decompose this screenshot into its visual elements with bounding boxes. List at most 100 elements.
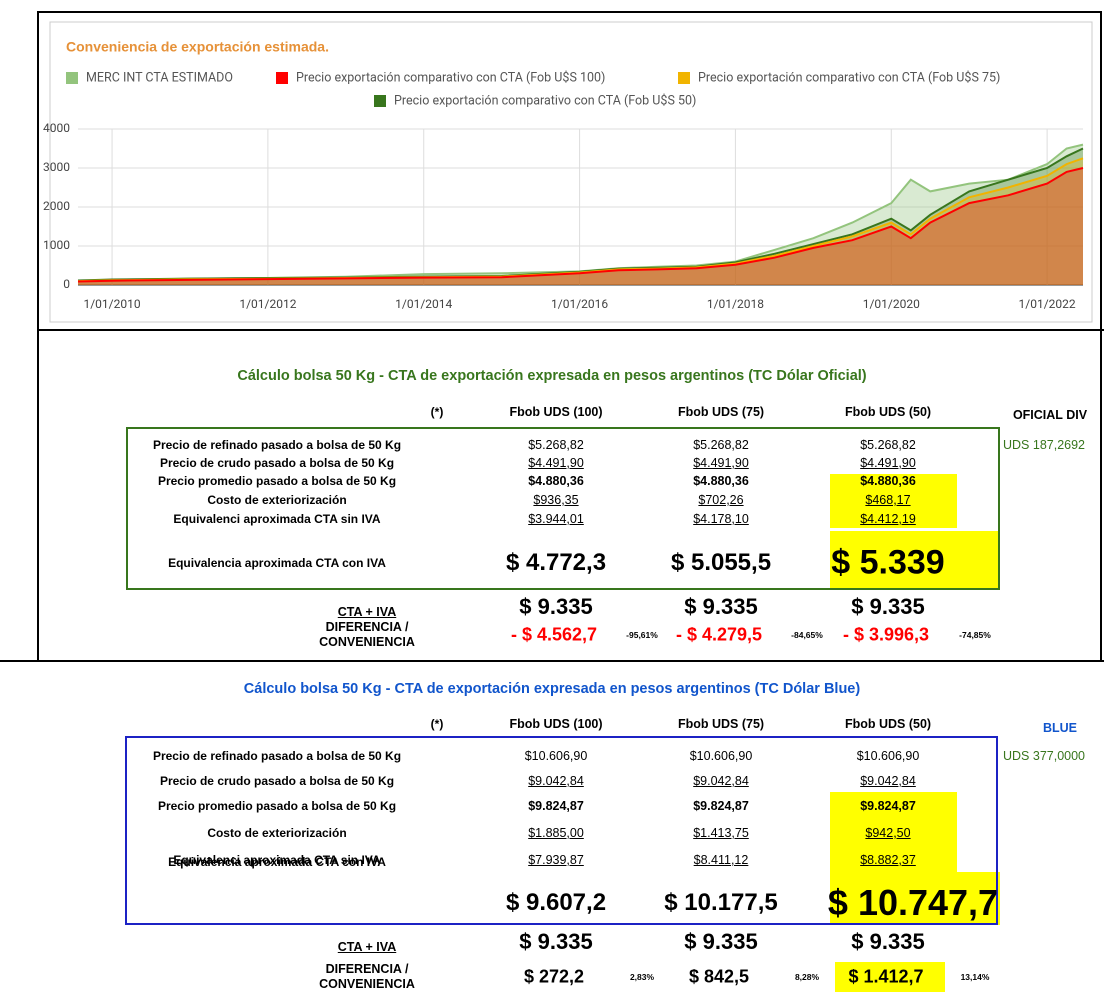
series-area (78, 158, 1083, 285)
row-label: Equivalencia aproximada CTA con IVA (168, 556, 386, 570)
iva-value: $ 9.607,2 (505, 889, 607, 916)
legend-swatch (276, 72, 288, 84)
highlight (830, 872, 1000, 925)
legend-label: MERC INT CTA ESTIMADO (86, 70, 233, 85)
iva-value: $ 4.772,3 (505, 549, 607, 576)
cell: $7.939,87 (528, 853, 584, 867)
row-label: Precio de crudo pasado a bolsa de 50 Kg (159, 774, 395, 788)
cell: $468,17 (865, 493, 911, 507)
iva-value: $ 10.177,5 (664, 889, 778, 916)
section-title: Cálculo bolsa 50 Kg - CTA de exportación… (243, 681, 861, 697)
cell: $5.268,82 (528, 438, 584, 452)
table-border (126, 427, 1000, 590)
column-header: Fbob UDS (100) (509, 405, 603, 419)
note: (*) (430, 717, 444, 731)
diff-value: $ 842,5 (688, 966, 750, 987)
row-label: Equivalenci aproximada CTA sin IVA (173, 512, 381, 526)
x-tick-label: 1/01/2020 (863, 297, 920, 311)
highlight (830, 531, 1000, 590)
series-area (78, 168, 1083, 285)
side-title: OFICIAL DIV (1012, 408, 1088, 422)
row-label: Precio promedio pasado a bolsa de 50 Kg (157, 474, 397, 488)
row-label: Precio de crudo pasado a bolsa de 50 Kg (159, 456, 395, 470)
x-tick-label: 1/01/2018 (707, 297, 764, 311)
column-header: Fbob UDS (100) (509, 717, 603, 731)
diff-value: $ 272,2 (523, 966, 585, 987)
row-label: Precio promedio pasado a bolsa de 50 Kg (157, 799, 397, 813)
cell: $4.178,10 (693, 512, 749, 526)
cell: $4.880,36 (693, 474, 749, 488)
row-label: DIFERENCIA / CONVENIENCIA (319, 620, 415, 649)
legend-swatch (374, 95, 386, 107)
cell: $9.824,87 (528, 799, 584, 813)
cell: $4.412,19 (860, 512, 916, 526)
y-tick-label: 0 (63, 277, 70, 291)
diff-pct: 8,28% (794, 972, 820, 982)
cell: $4.880,36 (860, 474, 916, 488)
legend-label: Precio exportación comparativo con CTA (… (698, 70, 1000, 85)
highlight (830, 792, 957, 872)
chart-title: Conveniencia de exportación estimada. (66, 39, 329, 55)
cell: $10.606,90 (856, 749, 920, 763)
diff-pct: 2,83% (629, 972, 655, 982)
diff-value: - $ 4.279,5 (675, 624, 763, 645)
column-header: Fbob UDS (75) (677, 717, 765, 731)
column-header: Fbob UDS (50) (844, 717, 932, 731)
cell: $5.268,82 (860, 438, 916, 452)
legend-swatch (678, 72, 690, 84)
row-label: Equivalencia aproximada CTA con IVA (168, 855, 386, 869)
y-tick-label: 2000 (43, 199, 70, 213)
cell: $4.491,90 (693, 456, 749, 470)
row-label: Costo de exteriorización (207, 493, 347, 507)
cell: $4.491,90 (528, 456, 584, 470)
diff-pct: -84,65% (791, 630, 823, 640)
iva-value: $ 5.055,5 (670, 549, 772, 576)
legend-label: Precio exportación comparativo con CTA (… (296, 70, 605, 85)
side-value: UDS 377,0000 (1003, 749, 1086, 763)
cell: $9.824,87 (693, 799, 749, 813)
x-tick-label: 1/01/2014 (395, 297, 452, 311)
cell: $3.944,01 (528, 512, 584, 526)
diff-pct: -74,85% (959, 630, 991, 640)
cell: $4.491,90 (860, 456, 916, 470)
cell: $1.885,00 (528, 826, 584, 840)
cell: $8.882,37 (860, 853, 916, 867)
highlight (830, 474, 957, 528)
cell: $936,35 (533, 493, 579, 507)
cell: $9.042,84 (860, 774, 916, 788)
cell: $4.880,36 (528, 474, 584, 488)
cell: $10.606,90 (524, 749, 588, 763)
series-line (77, 167, 1084, 283)
x-tick-label: 1/01/2010 (83, 297, 140, 311)
row-label: DIFERENCIA / CONVENIENCIA (319, 962, 415, 991)
series-area (78, 144, 1083, 285)
cta-value: $ 9.335 (684, 929, 758, 954)
x-tick-label: 1/01/2016 (551, 297, 608, 311)
diff-pct: 13,14% (960, 972, 990, 982)
x-tick-label: 1/01/2012 (239, 297, 296, 311)
cell: $9.824,87 (860, 799, 916, 813)
diff-pct: -95,61% (626, 630, 658, 640)
cell: $1.413,75 (693, 826, 749, 840)
cell: $10.606,90 (689, 749, 753, 763)
cell: $942,50 (865, 826, 911, 840)
row-label: Equivalenci aproximada CTA sin IVA (173, 853, 381, 867)
cell: $5.268,82 (693, 438, 749, 452)
cell: $9.042,84 (528, 774, 584, 788)
column-header: Fbob UDS (50) (844, 405, 932, 419)
row-label: Precio de refinado pasado a bolsa de 50 … (152, 749, 402, 763)
side-value: UDS 187,2692 (1003, 438, 1086, 452)
row-label: Costo de exteriorización (207, 826, 347, 840)
cell: $702,26 (698, 493, 744, 507)
cell: $8.411,12 (693, 853, 749, 867)
iva-value: $ 5.339 (831, 543, 945, 582)
row-label: CTA + IVA (337, 940, 397, 954)
row-label: Precio de refinado pasado a bolsa de 50 … (152, 438, 402, 452)
highlight (835, 962, 945, 992)
series-area (78, 148, 1083, 285)
x-tick-label: 1/01/2022 (1019, 297, 1076, 311)
table-border (125, 736, 998, 925)
y-tick-label: 4000 (43, 121, 70, 135)
section-title: Cálculo bolsa 50 Kg - CTA de exportación… (237, 368, 867, 384)
